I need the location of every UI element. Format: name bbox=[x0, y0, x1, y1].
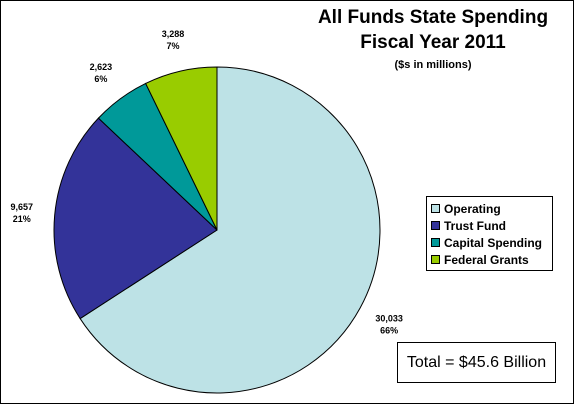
data-label-federal-grants: 3,288 7% bbox=[162, 29, 185, 51]
pie-slice-trust-fund bbox=[53, 117, 218, 320]
chart-subtitle: ($s in millions) bbox=[394, 59, 472, 71]
pie-slice-operating bbox=[79, 66, 381, 394]
legend-item-operating: Operating bbox=[431, 200, 552, 217]
legend-item-capital-spending: Capital Spending bbox=[431, 234, 552, 251]
data-label-percent-trust-fund: 21% bbox=[13, 214, 31, 224]
legend-swatch-federal-grants bbox=[431, 255, 440, 264]
data-label-value-capital-spending: 2,623 bbox=[90, 62, 113, 72]
legend-label-operating: Operating bbox=[444, 201, 501, 216]
data-label-percent-federal-grants: 7% bbox=[166, 41, 179, 51]
data-label-value-federal-grants: 3,288 bbox=[162, 29, 185, 39]
legend-label-capital-spending: Capital Spending bbox=[444, 235, 543, 250]
data-label-percent-capital-spending: 6% bbox=[94, 74, 107, 84]
data-label-value-trust-fund: 9,657 bbox=[11, 202, 34, 212]
data-label-capital-spending: 2,623 6% bbox=[90, 62, 113, 84]
legend-label-trust-fund: Trust Fund bbox=[444, 218, 506, 233]
legend-item-federal-grants: Federal Grants bbox=[431, 251, 552, 268]
legend-swatch-operating bbox=[431, 204, 440, 213]
legend-label-federal-grants: Federal Grants bbox=[444, 252, 529, 267]
chart-title-line2: Fiscal Year 2011 bbox=[360, 32, 506, 53]
chart-title: All Funds State Spending bbox=[317, 7, 549, 28]
total-box: Total = $45.6 Billion bbox=[397, 342, 556, 383]
data-label-operating: 30,033 66% bbox=[375, 314, 403, 336]
legend: Operating Trust Fund Capital Spending Fe… bbox=[426, 196, 553, 271]
legend-swatch-trust-fund bbox=[431, 221, 440, 230]
pie-slice-federal-grants bbox=[144, 66, 218, 231]
data-label-percent-operating: 66% bbox=[380, 326, 398, 336]
legend-item-trust-fund: Trust Fund bbox=[431, 217, 552, 234]
data-label-value-operating: 30,033 bbox=[375, 314, 403, 324]
legend-swatch-capital-spending bbox=[431, 238, 440, 247]
data-label-trust-fund: 9,657 21% bbox=[11, 202, 34, 224]
